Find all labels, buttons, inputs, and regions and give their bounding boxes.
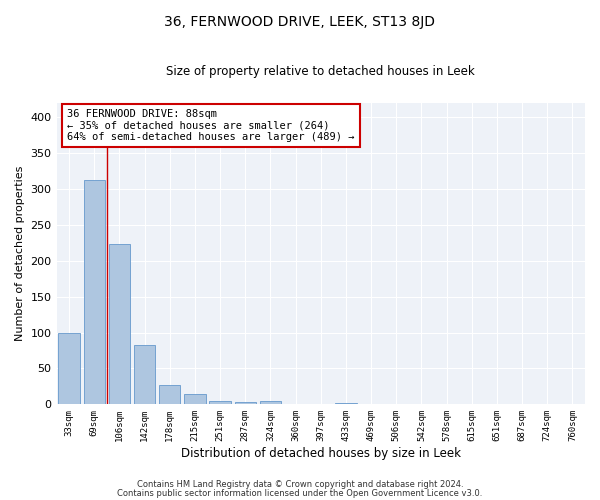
Bar <box>235 402 256 404</box>
Text: Contains public sector information licensed under the Open Government Licence v3: Contains public sector information licen… <box>118 488 482 498</box>
Bar <box>209 400 231 404</box>
Bar <box>109 244 130 404</box>
Title: Size of property relative to detached houses in Leek: Size of property relative to detached ho… <box>166 65 475 78</box>
Bar <box>335 403 356 404</box>
Bar <box>159 385 181 404</box>
Text: 36 FERNWOOD DRIVE: 88sqm
← 35% of detached houses are smaller (264)
64% of semi-: 36 FERNWOOD DRIVE: 88sqm ← 35% of detach… <box>67 109 355 142</box>
Bar <box>58 332 80 404</box>
Bar <box>260 400 281 404</box>
X-axis label: Distribution of detached houses by size in Leek: Distribution of detached houses by size … <box>181 447 461 460</box>
Text: 36, FERNWOOD DRIVE, LEEK, ST13 8JD: 36, FERNWOOD DRIVE, LEEK, ST13 8JD <box>164 15 436 29</box>
Bar <box>134 346 155 405</box>
Bar <box>184 394 206 404</box>
Text: Contains HM Land Registry data © Crown copyright and database right 2024.: Contains HM Land Registry data © Crown c… <box>137 480 463 489</box>
Bar <box>83 180 105 404</box>
Y-axis label: Number of detached properties: Number of detached properties <box>15 166 25 341</box>
